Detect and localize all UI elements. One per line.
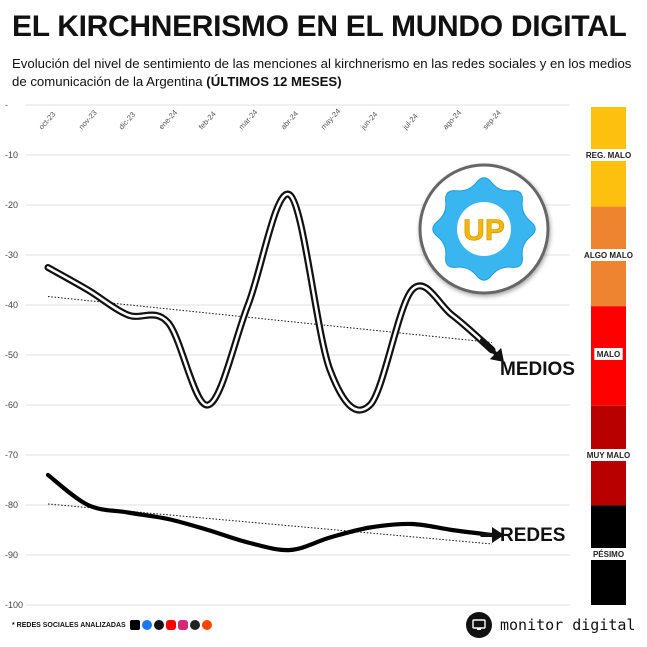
brand-name: monitor digital: [500, 616, 636, 634]
y-tick-label: -50: [5, 350, 18, 360]
medios-point: [87, 289, 89, 291]
scale-label-bg: [581, 249, 636, 261]
redes-point: [167, 518, 169, 520]
x-tick-label: mar-24: [237, 108, 260, 132]
scale-label-bg: [584, 449, 633, 461]
medios-trend-line: [47, 296, 493, 343]
redes-point: [329, 536, 331, 538]
medios-point: [411, 289, 413, 291]
badge-text: UP: [463, 214, 505, 247]
redes-point: [47, 474, 49, 476]
tiktok-icon: [153, 620, 164, 630]
badge-inner-circle: [457, 202, 511, 256]
y-tick-label: -100: [5, 600, 23, 610]
medios-label: MEDIOS: [500, 359, 575, 380]
x-icon: [129, 620, 140, 630]
sentiment-scale-bar: REG. MALO ALGO MALO MALO MUY MALO PÉSIMO: [581, 107, 636, 605]
medios-point: [167, 321, 169, 323]
redes-point: [247, 541, 249, 543]
x-tick-label: dic-23: [117, 110, 137, 131]
reddit-icon: [201, 620, 212, 630]
y-tick-label: -80: [5, 500, 18, 510]
redes-point: [289, 549, 291, 551]
redes-point: [451, 529, 453, 531]
y-tick-label: -40: [5, 300, 18, 310]
y-tick-label: -60: [5, 400, 18, 410]
scale-label-bg: [589, 548, 628, 560]
y-tick-label: -: [5, 100, 8, 110]
x-tick-label: ago-24: [441, 108, 463, 131]
grid-lines: [26, 104, 570, 606]
scale-label: REG. MALO: [586, 151, 631, 160]
medios-point: [207, 404, 209, 406]
y-axis-ticks: - -10 -20 -30 -40 -50 -60 -70 -80 -90 -100: [5, 100, 23, 610]
medios-point: [289, 194, 291, 196]
subtitle-text: Evolución del nivel de sentimiento de la…: [12, 56, 632, 89]
instagram-icon: [177, 620, 188, 630]
x-tick-label: oct-23: [37, 110, 58, 132]
networks-note: * REDES SOCIALES ANALIZADAS: [12, 620, 212, 630]
y-tick-label: -90: [5, 550, 18, 560]
scale-label: MALO: [597, 350, 621, 359]
social-icons: [129, 620, 212, 630]
redes-label: REDES: [500, 525, 565, 546]
redes-point: [87, 504, 89, 506]
series-lines: MEDIOS REDES: [44, 190, 575, 553]
scale-label: MUY MALO: [587, 451, 630, 460]
y-tick-label: -20: [5, 200, 18, 210]
youtube-icon: [165, 620, 176, 630]
scale-label: ALGO MALO: [584, 251, 633, 260]
up-badge: UP: [418, 163, 550, 295]
redes-point: [127, 511, 129, 513]
medios-point: [451, 314, 453, 316]
networks-note-text: * REDES SOCIALES ANALIZADAS: [12, 621, 126, 629]
medios-arrow-head: [489, 347, 504, 362]
scale-label-bg: [581, 149, 636, 161]
threads-icon: [189, 620, 200, 630]
medios-point: [127, 314, 129, 316]
x-tick-label: abr-24: [279, 109, 300, 131]
x-tick-label: jul-24: [400, 112, 420, 132]
redes-arrow-head: [492, 527, 504, 543]
y-tick-label: -10: [5, 150, 18, 160]
y-tick-label: -70: [5, 450, 18, 460]
subtitle-period: (ÚLTIMOS 12 MESES): [206, 74, 342, 89]
redes-point: [369, 526, 371, 528]
chart-subtitle: Evolución del nivel de sentimiento de la…: [12, 55, 637, 91]
redes-line: [45, 472, 495, 553]
brand-logo-area: monitor digital: [466, 612, 635, 638]
facebook-icon: [141, 620, 152, 630]
monitor-icon: [466, 612, 492, 638]
series-medios: MEDIOS: [44, 190, 575, 414]
x-tick-label: jun-24: [358, 110, 379, 132]
medios-point: [369, 404, 371, 406]
x-tick-label: feb-24: [197, 110, 218, 132]
redes-point: [207, 529, 209, 531]
scale-label-bg: [594, 348, 623, 360]
x-tick-label: ene-24: [157, 108, 179, 131]
medios-line-inner: [46, 192, 494, 412]
chart-title: EL KIRCHNERISMO EN EL MUNDO DIGITAL: [12, 10, 627, 43]
x-tick-label: may-24: [319, 107, 342, 132]
medios-point: [47, 266, 49, 268]
medios-point: [247, 304, 249, 306]
x-tick-label: nov-23: [77, 108, 99, 131]
scale-label: PÉSIMO: [593, 550, 624, 559]
x-axis-ticks: oct-23 nov-23 dic-23 ene-24 feb-24 mar-24 abr-…: [37, 107, 503, 132]
y-tick-label: -30: [5, 250, 18, 260]
series-redes: REDES: [45, 472, 565, 553]
x-tick-label: sep-24: [481, 108, 503, 131]
redes-point: [411, 523, 413, 525]
medios-point: [329, 369, 331, 371]
